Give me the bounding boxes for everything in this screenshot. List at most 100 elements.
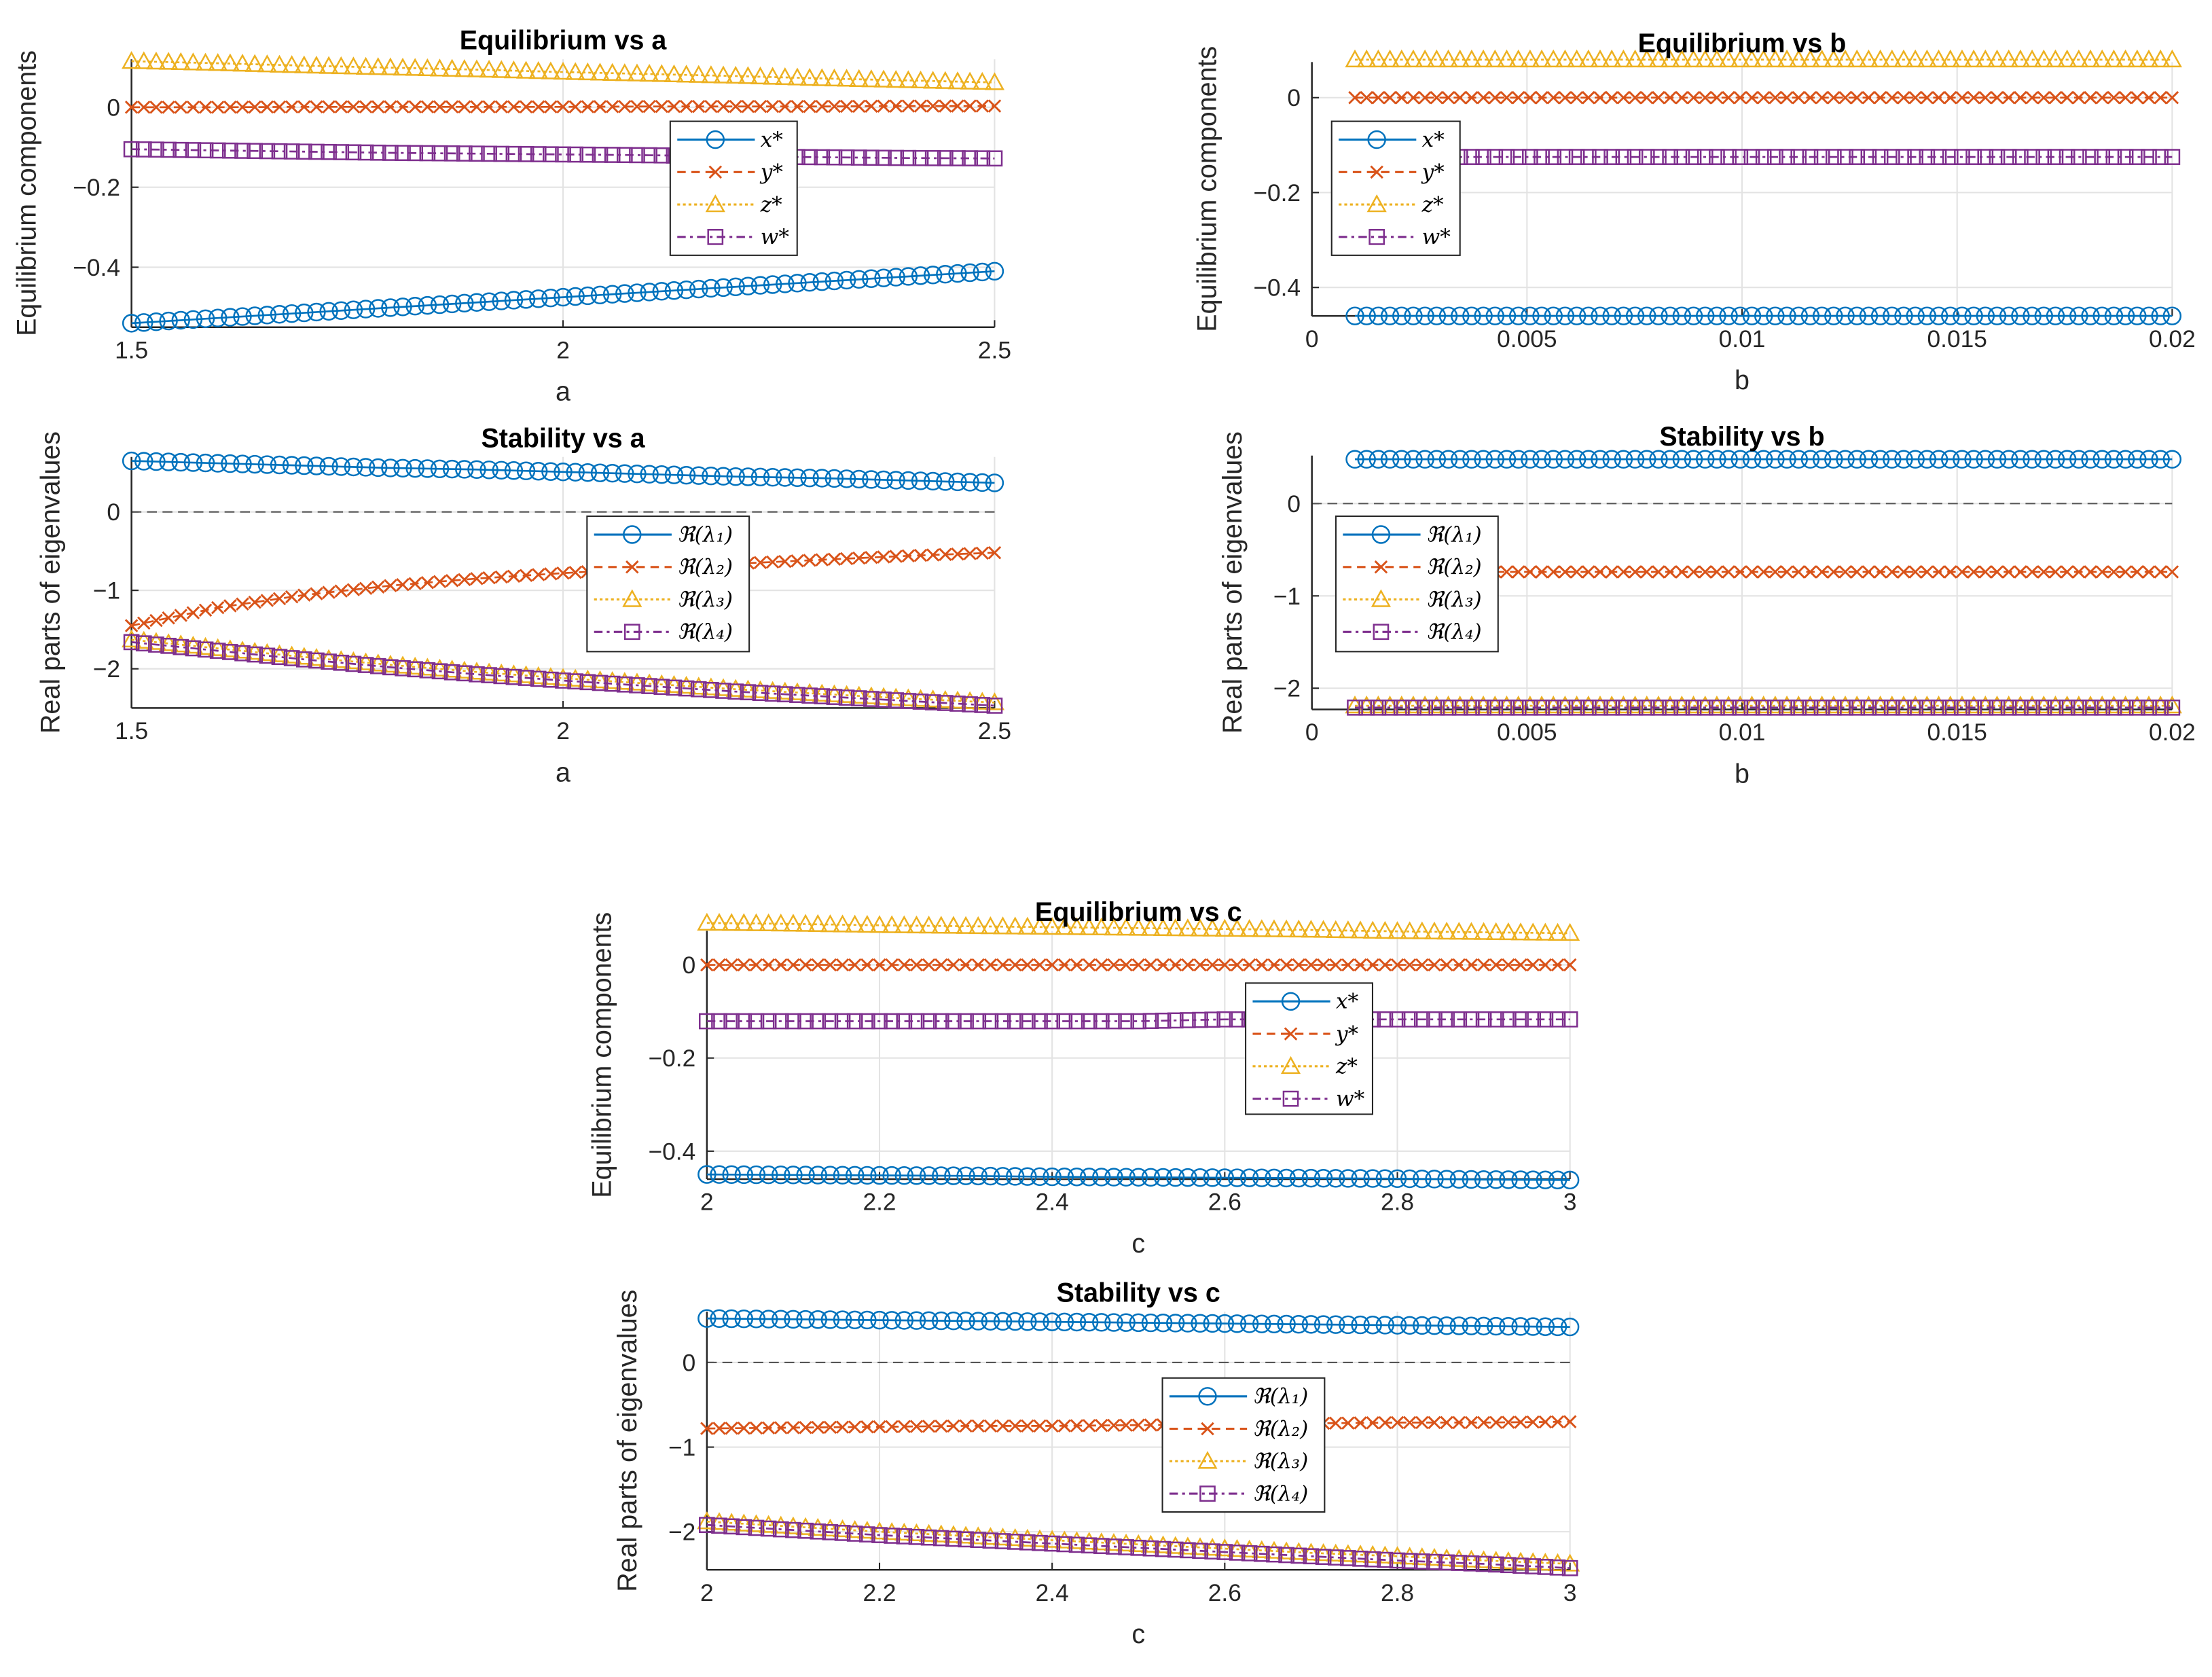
legend[interactable]: ℜ(λ₁)ℜ(λ₂)ℜ(λ₃)ℜ(λ₄) [586, 515, 750, 653]
data-point-marker [1522, 699, 1538, 716]
data-point-marker [980, 1527, 1000, 1545]
data-point-marker [924, 149, 941, 166]
data-point-marker [1625, 450, 1645, 469]
data-point-marker [1288, 1542, 1309, 1560]
data-point-marker [1006, 1312, 1025, 1331]
data-point-marker [382, 659, 399, 676]
data-point-marker [1640, 91, 1654, 105]
data-point-marker [679, 99, 693, 113]
data-point-marker [885, 1420, 899, 1434]
data-point-marker [233, 454, 252, 473]
legend[interactable]: ℜ(λ₁)ℜ(λ₂)ℜ(λ₃)ℜ(λ₄) [1335, 515, 1499, 653]
data-point-marker [1591, 306, 1610, 325]
data-point-marker [723, 1013, 740, 1030]
data-point-marker [396, 100, 410, 114]
data-point-marker [343, 56, 363, 75]
legend[interactable]: x*y*z*w* [669, 120, 798, 256]
data-point-marker [827, 552, 841, 566]
data-point-marker [1093, 1013, 1110, 1030]
data-point-marker [760, 1013, 777, 1030]
data-point-marker [345, 655, 362, 672]
y-tick-label: 0 [107, 499, 120, 526]
data-point-marker [1239, 1539, 1260, 1558]
data-point-marker [1057, 958, 1072, 972]
data-point-marker [162, 611, 175, 625]
data-point-marker [775, 67, 795, 86]
data-point-marker [1392, 306, 1411, 325]
legend-entry-label: ℜ(λ₃) [1252, 1449, 1308, 1474]
data-point-marker [1278, 1547, 1294, 1564]
data-point-marker [838, 689, 855, 706]
data-point-marker [1672, 306, 1692, 325]
data-point-marker [894, 1522, 914, 1541]
data-point-marker [1686, 91, 1701, 105]
data-point-marker [295, 456, 314, 475]
data-point-marker [137, 101, 151, 114]
data-point-marker [1412, 1547, 1432, 1566]
data-point-marker [1789, 450, 1808, 469]
data-point-marker [1570, 91, 1584, 105]
data-point-marker [689, 466, 708, 485]
data-point-marker [1328, 958, 1343, 972]
data-point-marker [615, 464, 634, 483]
data-point-marker [884, 1013, 900, 1030]
data-point-marker [445, 574, 459, 588]
data-point-marker [1202, 1538, 1222, 1556]
data-point-marker [1005, 916, 1026, 935]
data-point-marker [1436, 1548, 1457, 1567]
data-point-marker [232, 641, 253, 659]
data-point-marker [528, 61, 549, 79]
data-point-marker [873, 687, 894, 705]
data-point-marker [1057, 1419, 1072, 1432]
data-point-marker [1452, 1415, 1466, 1430]
data-point-marker [1265, 1314, 1284, 1334]
data-point-marker [2139, 49, 2159, 68]
data-point-marker [1030, 1312, 1049, 1331]
data-point-marker [1389, 1011, 1406, 1028]
data-point-marker [2023, 450, 2042, 469]
data-point-marker [1790, 149, 1807, 165]
data-point-marker [554, 287, 573, 307]
legend[interactable]: ℜ(λ₁)ℜ(λ₂)ℜ(λ₃)ℜ(λ₄) [1161, 1377, 1326, 1513]
data-point-marker [1070, 958, 1084, 972]
data-point-marker [1538, 1415, 1553, 1429]
data-point-marker [442, 459, 462, 479]
data-point-marker [791, 99, 804, 113]
data-point-marker [407, 145, 424, 162]
data-point-marker [458, 573, 471, 587]
data-point-marker [1451, 1555, 1468, 1571]
data-point-marker [507, 100, 521, 114]
data-point-marker [2131, 565, 2144, 579]
legend[interactable]: x*y*z*w* [1330, 120, 1461, 256]
data-point-marker [1560, 1317, 1580, 1337]
data-point-marker [664, 674, 685, 693]
data-point-marker [1066, 917, 1087, 935]
data-point-marker [935, 1419, 948, 1433]
data-point-marker [968, 916, 988, 935]
data-point-marker [812, 68, 832, 86]
data-point-marker [556, 100, 570, 114]
data-point-marker [2072, 565, 2086, 579]
data-point-marker [1487, 1011, 1504, 1028]
data-point-marker [1917, 450, 1937, 469]
legend-marker [1281, 992, 1301, 1011]
data-point-marker [803, 554, 816, 567]
data-point-marker [749, 1421, 763, 1435]
data-point-marker [943, 916, 964, 934]
data-point-marker [577, 669, 598, 688]
data-point-marker [283, 143, 300, 160]
legend[interactable]: x*y*z*w* [1245, 982, 1374, 1115]
data-point-marker [947, 71, 968, 90]
data-point-marker [993, 1312, 1013, 1331]
data-point-marker [799, 958, 812, 972]
data-point-marker [1214, 1538, 1235, 1557]
data-point-marker [1326, 1169, 1345, 1188]
data-point-marker [1710, 91, 1724, 105]
data-point-marker [811, 1420, 824, 1435]
data-point-marker [741, 99, 755, 113]
data-point-marker [1579, 306, 1598, 325]
data-point-marker [1068, 1536, 1085, 1553]
data-point-marker [1563, 958, 1577, 972]
data-point-marker [2095, 565, 2109, 579]
